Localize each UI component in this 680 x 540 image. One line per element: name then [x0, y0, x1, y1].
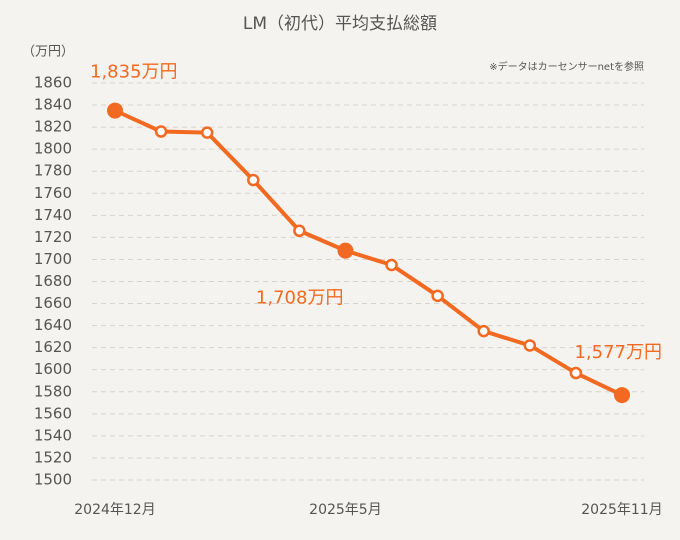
y-tick-label: 1500	[34, 471, 72, 489]
marker	[200, 126, 214, 139]
y-tick-label: 1680	[34, 272, 72, 290]
y-tick-label: 1660	[34, 294, 72, 312]
value-label: 1,577万円	[574, 342, 662, 363]
marker	[293, 224, 306, 238]
y-tick-label: 1600	[34, 360, 72, 378]
highlight-marker	[337, 242, 354, 259]
marker	[523, 339, 537, 352]
y-tick-label: 1540	[34, 426, 72, 444]
chart-title: LM（初代）平均支払総額	[243, 14, 437, 34]
y-tick-label: 1700	[34, 250, 72, 268]
highlight-marker	[107, 102, 123, 119]
highlight-marker	[614, 387, 630, 404]
note: ※データはカーセンサーnetを参照	[489, 60, 644, 73]
value-label: 1,835万円	[90, 62, 178, 83]
y-tick-label: 1580	[34, 382, 72, 400]
y-tick-label: 1520	[34, 448, 72, 466]
marker	[385, 258, 398, 272]
marker	[431, 289, 444, 303]
y-tick-label: 1800	[34, 140, 72, 158]
y-tick-label: 1760	[34, 184, 72, 202]
x-tick-label: 2025年11月	[581, 502, 662, 518]
y-tick-label: 1780	[34, 162, 72, 180]
marker	[569, 366, 583, 380]
x-tick-label: 2024年12月	[74, 502, 155, 518]
y-tick-label: 1560	[34, 404, 72, 422]
line	[114, 108, 623, 397]
y-tick-label: 1740	[34, 206, 72, 224]
y-tick-label: 1640	[34, 316, 72, 334]
y-tick-label: 1860	[34, 74, 72, 92]
y-tick-label: 1840	[34, 96, 72, 114]
marker	[154, 125, 168, 138]
y-tick-label: 1620	[34, 338, 72, 356]
x-tick-label: 2025年5月	[309, 502, 382, 518]
value-label: 1,708万円	[256, 288, 344, 309]
marker	[247, 173, 260, 187]
y-unit-label: （万円）	[22, 45, 74, 60]
y-tick-label: 1820	[34, 118, 72, 136]
marker	[477, 324, 490, 338]
y-tick-label: 1720	[34, 228, 72, 246]
